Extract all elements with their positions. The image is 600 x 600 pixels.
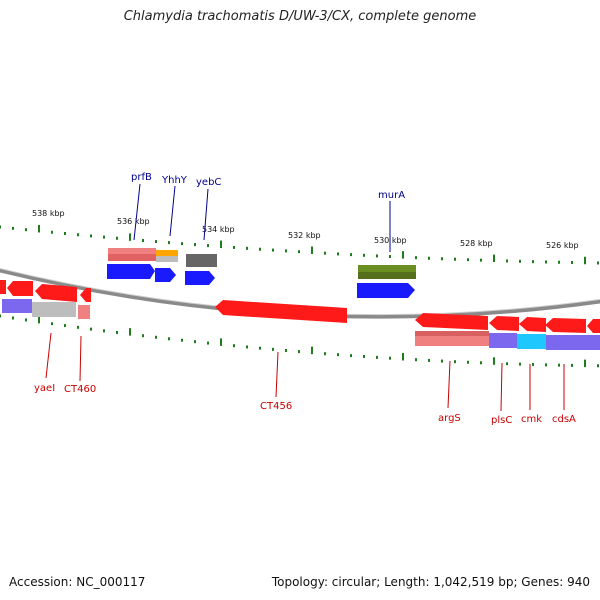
yaeI-annotation-bar-gray[interactable] (32, 302, 76, 317)
gene-label-yaeI[interactable]: yaeI (34, 383, 55, 394)
plsC-annotation-bar[interactable] (489, 333, 517, 348)
cmk-annotation-bar[interactable] (517, 334, 546, 349)
gene-label-plsC[interactable]: plsC (491, 415, 512, 426)
gene-label-prfB[interactable]: prfB (131, 172, 152, 183)
plsC-cds-arrow[interactable] (489, 316, 519, 331)
YhhY-annotation-bar-lower (156, 256, 178, 262)
accession-text: Accession: NC_000117 (9, 575, 146, 589)
forward-strand-features (107, 248, 416, 298)
top-gene-leaders (133, 183, 391, 252)
scale-label-538: 538 kbp (32, 209, 65, 218)
bottom-gene-leaders (45, 332, 565, 412)
scale-label-534: 534 kbp (202, 225, 235, 234)
scale-label-536: 536 kbp (117, 217, 150, 226)
cdsA-annotation-bar[interactable] (546, 335, 600, 350)
gene-label-murA[interactable]: murA (378, 190, 405, 201)
gene-label-argS[interactable]: argS (438, 413, 461, 424)
prfB-cds-arrow[interactable] (107, 264, 155, 279)
cds-right-edge[interactable] (587, 319, 600, 333)
YhhY-cds-arrow[interactable] (155, 268, 176, 282)
prfB-annotation-bar-shade (108, 254, 156, 261)
yaeI-cds-arrow[interactable] (35, 284, 77, 302)
cmk-cds-arrow[interactable] (519, 317, 546, 332)
cdsA-cds-arrow[interactable] (545, 318, 586, 333)
map-title: Chlamydia trachomatis D/UW-3/CX, complet… (123, 9, 477, 24)
YhhY-annotation-bar[interactable] (156, 250, 178, 256)
gene-label-yebC[interactable]: yebC (196, 177, 221, 188)
gene-label-CT456[interactable]: CT456 (260, 401, 292, 412)
gene-label-cdsA[interactable]: cdsA (552, 414, 576, 425)
gene-label-CT460[interactable]: CT460 (64, 384, 96, 395)
murA-cds-arrow[interactable] (357, 283, 415, 298)
CT460-annotation-bar[interactable] (78, 305, 90, 319)
yaeI-annotation-bar-purple[interactable] (2, 299, 32, 313)
yebC-cds-arrow[interactable] (185, 271, 215, 285)
gene-label-cmk[interactable]: cmk (521, 414, 542, 425)
reverse-strand-features (0, 280, 600, 350)
inner-tick-ring (0, 314, 599, 368)
cds-left-edge-2[interactable] (7, 281, 33, 296)
topology-text: Topology: circular; Length: 1,042,519 bp… (271, 575, 590, 589)
gene-label-YhhY[interactable]: YhhY (161, 175, 188, 186)
murA-annotation-bar-shade (358, 272, 416, 279)
CT460-cds-arrow[interactable] (80, 288, 91, 302)
CT456-cds-arrow[interactable] (215, 300, 347, 323)
cds-left-edge-1[interactable] (0, 280, 6, 294)
outer-tick-ring (0, 224, 599, 265)
scale-label-528: 528 kbp (460, 239, 493, 248)
argS-annotation-bar-shade (415, 331, 489, 336)
scale-label-532: 532 kbp (288, 231, 321, 240)
argS-cds-arrow[interactable] (415, 313, 488, 330)
scale-label-526: 526 kbp (546, 241, 579, 250)
yebC-annotation-bar[interactable] (186, 254, 217, 267)
